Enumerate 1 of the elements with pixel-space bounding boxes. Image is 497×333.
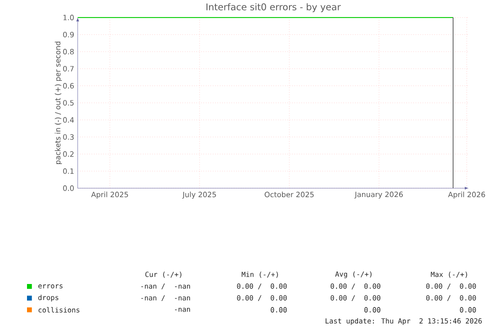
chart-title: Interface sit0 errors - by year bbox=[206, 3, 341, 12]
